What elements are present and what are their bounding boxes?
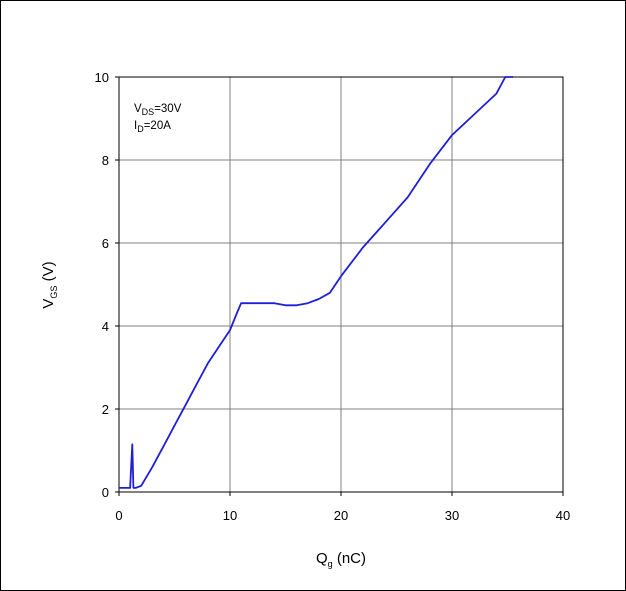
y-tick-label: 10 xyxy=(95,70,109,85)
vds-annotation: VDS=30V xyxy=(134,103,182,117)
x-axis: 0 10 20 30 40 xyxy=(115,492,570,523)
x-tick-label: 40 xyxy=(556,508,570,523)
y-tick-label: 2 xyxy=(102,402,109,417)
x-tick-label: 10 xyxy=(223,508,237,523)
x-tick-label: 20 xyxy=(334,508,348,523)
y-axis-title: VGS (V) xyxy=(40,261,59,308)
y-axis: 0 2 4 6 8 10 xyxy=(95,70,119,500)
x-tick-label: 0 xyxy=(115,508,122,523)
y-tick-label: 6 xyxy=(102,236,109,251)
vgs-curve xyxy=(119,76,513,489)
grid-lines xyxy=(119,77,563,492)
x-axis-title: Qg (nC) xyxy=(316,550,366,569)
id-annotation: ID=20A xyxy=(134,120,171,134)
y-tick-label: 4 xyxy=(102,319,109,334)
x-tick-label: 30 xyxy=(445,508,459,523)
y-tick-label: 8 xyxy=(102,153,109,168)
y-tick-label: 0 xyxy=(102,485,109,500)
